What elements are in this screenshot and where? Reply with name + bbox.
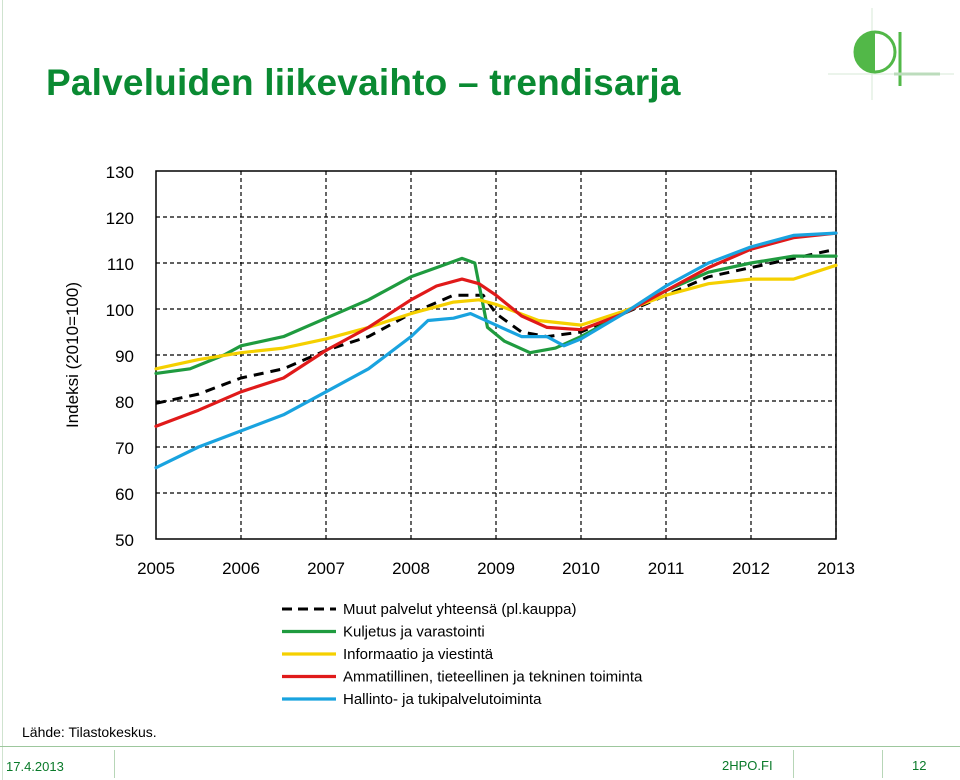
legend-label: Ammatillinen, tieteellinen ja tekninen t…	[343, 669, 643, 686]
footer-separator	[882, 750, 883, 778]
half-filled-circle-logo-icon	[828, 8, 954, 100]
series-line-1	[155, 247, 837, 405]
x-tick-label: 2013	[817, 559, 855, 578]
series-line-4	[154, 231, 838, 428]
series-line-3	[154, 263, 838, 371]
x-tick-label: 2009	[477, 559, 515, 578]
x-tick-label: 2012	[732, 559, 770, 578]
legend-label: Informaatio ja viestintä	[343, 646, 494, 663]
legend-label: Kuljetus ja varastointi	[343, 624, 485, 641]
series-line-5	[154, 231, 838, 470]
grid-layer	[156, 171, 837, 539]
x-tick-label: 2011	[648, 559, 685, 578]
footer-site-name: 2HPO.FI	[722, 758, 773, 773]
x-tick-label: 2010	[562, 559, 600, 578]
series-line-2	[154, 254, 838, 375]
chart-legend: Muut palvelut yhteensä (pl.kauppa) Kuljet…	[282, 601, 643, 708]
legend-label: Muut palvelut yhteensä (pl.kauppa)	[343, 601, 576, 618]
y-tick-label: 60	[115, 485, 134, 504]
y-tick-label: 100	[106, 301, 134, 320]
y-tick-label: 110	[107, 255, 134, 274]
y-tick-label: 80	[115, 393, 134, 412]
y-tick-label: 130	[106, 163, 134, 182]
y-axis-label: Indeksi (2010=100)	[63, 282, 82, 428]
footer-separator	[793, 750, 794, 778]
y-tick-labels: 50 60 70 80 90 100 110 120 130	[106, 163, 134, 550]
footer-page-number: 12	[912, 758, 927, 773]
source-note: Lähde: Tilastokeskus.	[22, 724, 157, 740]
footer-divider	[0, 746, 960, 747]
left-decorative-rule	[2, 0, 3, 780]
y-tick-label: 70	[115, 439, 134, 458]
slide-footer: 17.4.2013 2HPO.FI 12	[0, 746, 960, 780]
legend-label: Hallinto- ja tukipalvelutoiminta	[343, 691, 542, 708]
x-tick-labels: 2005 2006 2007 2008 2009 2010 2011 2012 2013	[137, 559, 855, 578]
x-tick-label: 2008	[392, 559, 430, 578]
footer-date: 17.4.2013	[6, 759, 64, 774]
footer-separator	[114, 750, 115, 778]
y-tick-label: 90	[115, 347, 134, 366]
x-tick-label: 2006	[222, 559, 260, 578]
x-tick-label: 2007	[307, 559, 345, 578]
y-tick-label: 50	[115, 531, 134, 550]
x-tick-label: 2005	[137, 559, 175, 578]
series-layer	[154, 231, 838, 470]
slide-title: Palveluiden liikevaihto – trendisarja	[46, 62, 681, 103]
y-tick-label: 120	[106, 209, 134, 228]
